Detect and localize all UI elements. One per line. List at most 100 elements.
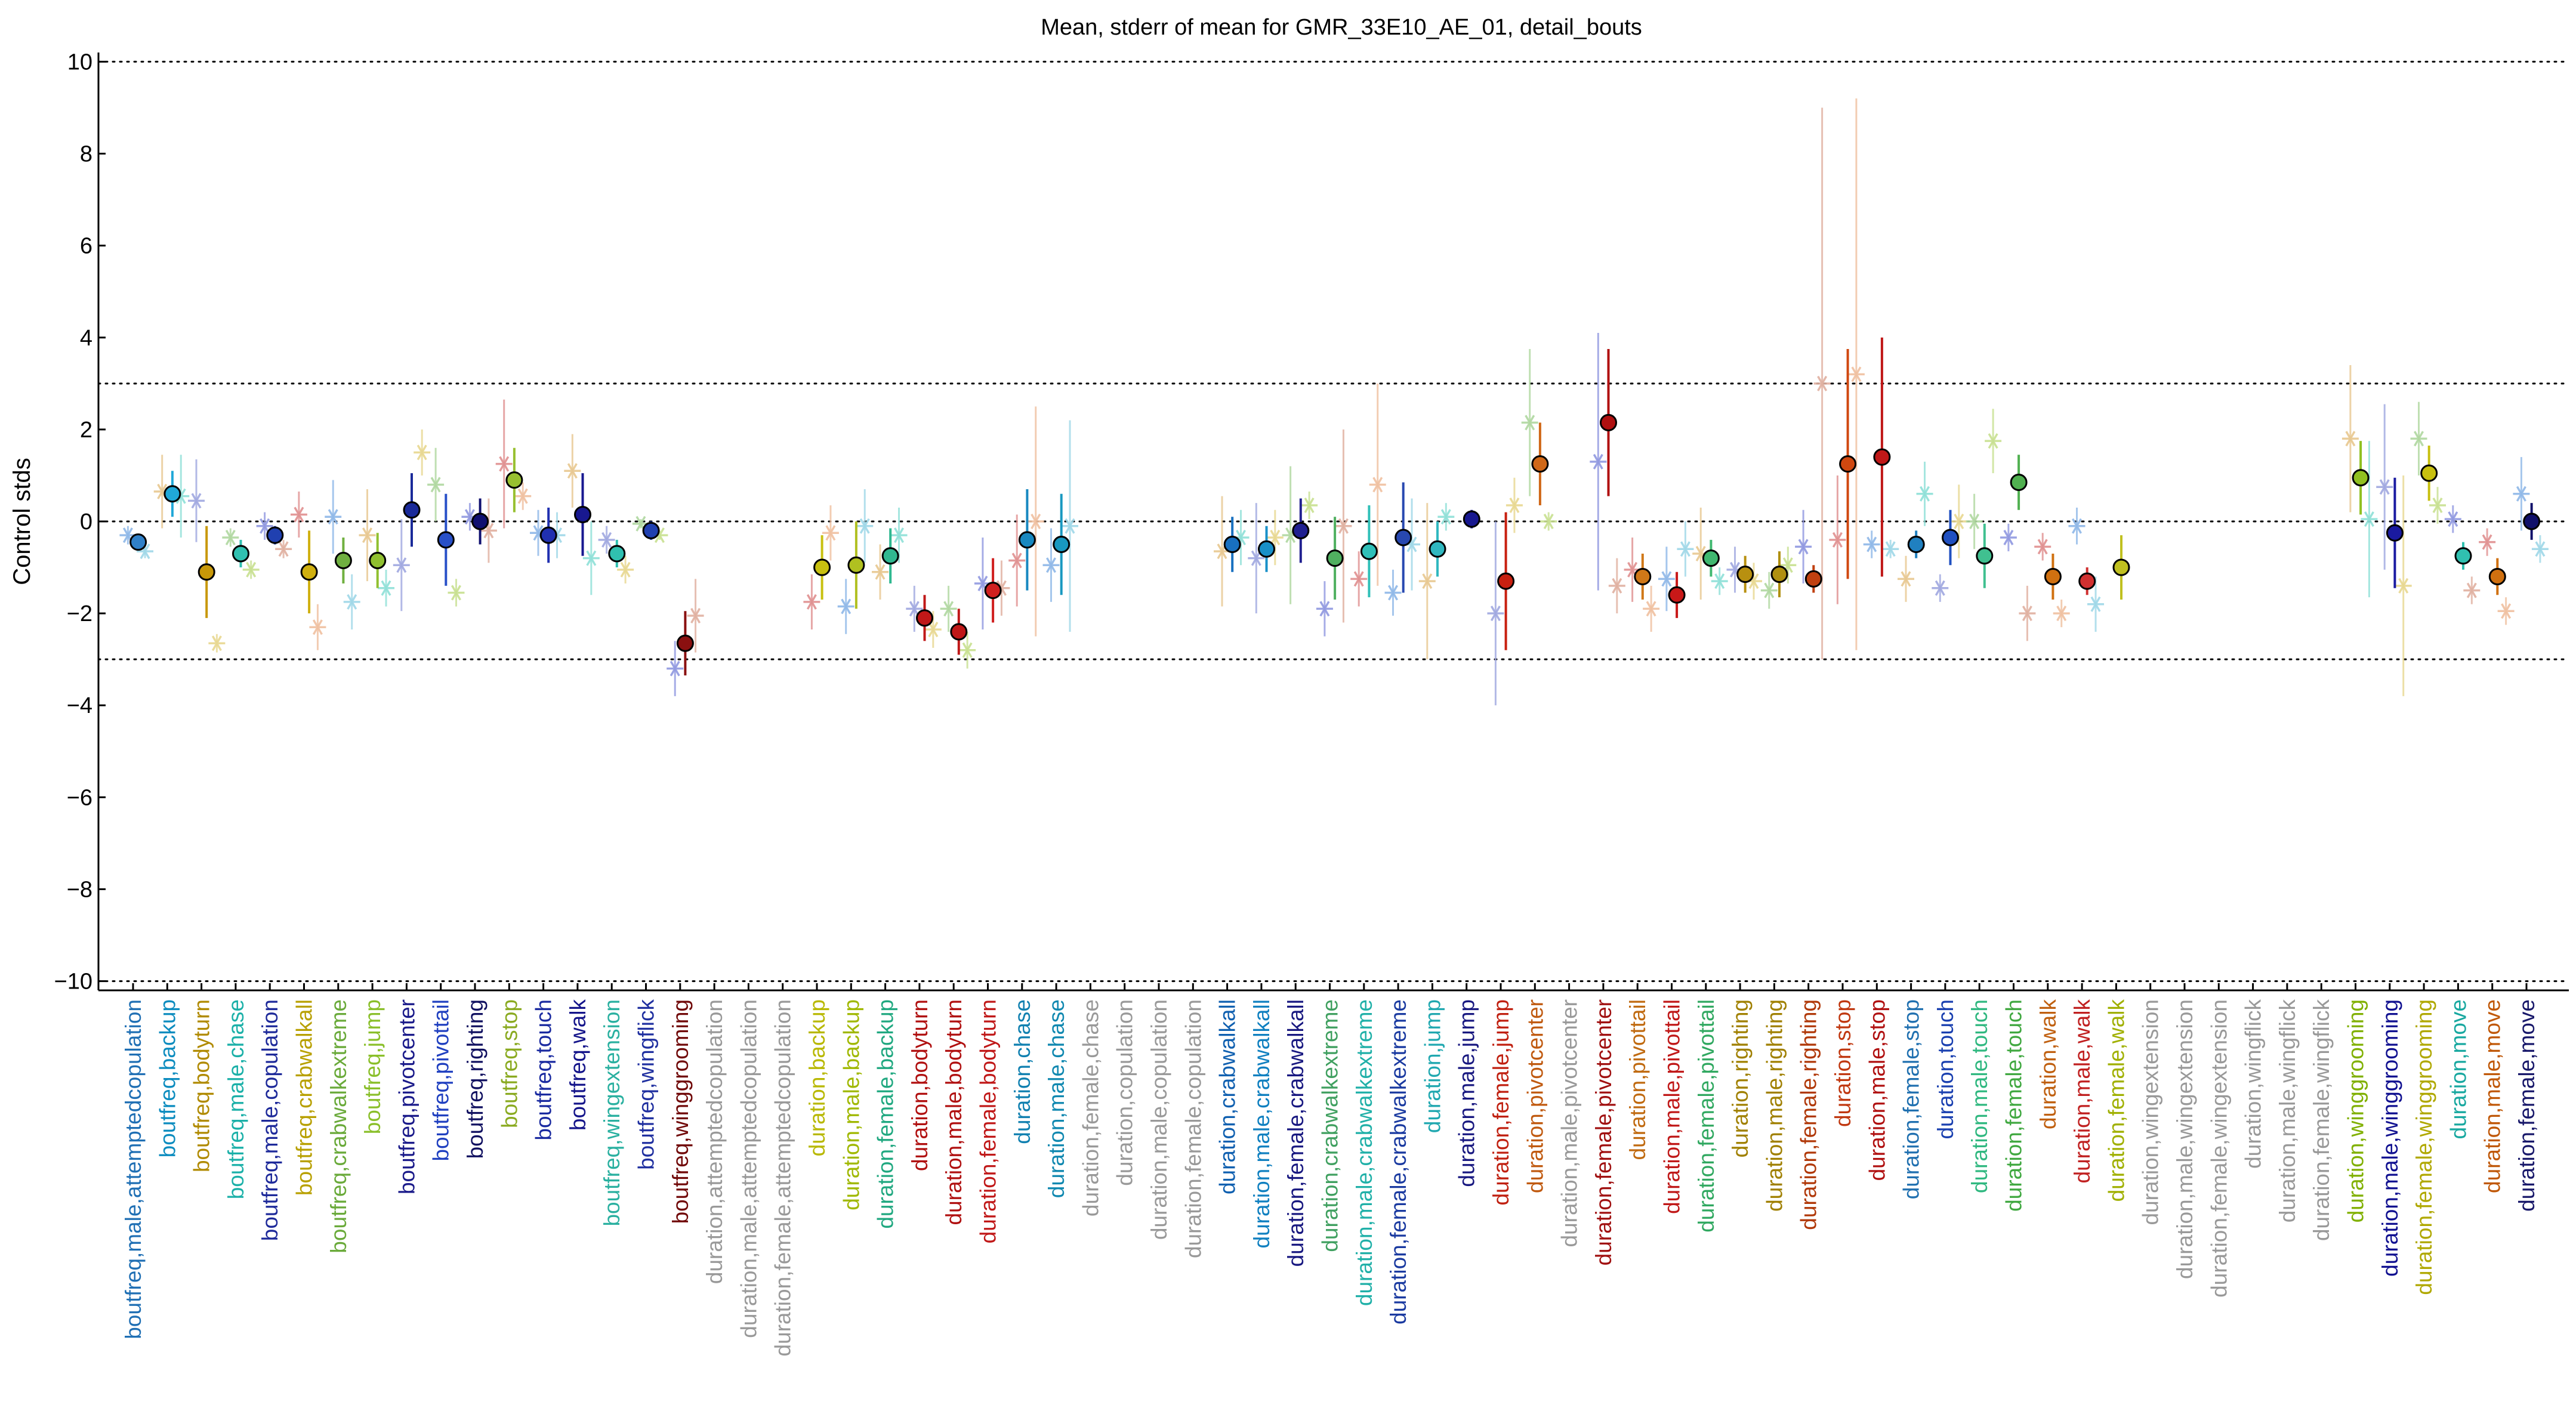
asterisk-stroke bbox=[294, 507, 304, 523]
x-tick-label: boutfreq,righting bbox=[463, 999, 488, 1159]
asterisk-marker bbox=[2068, 518, 2086, 534]
asterisk-stroke bbox=[1440, 509, 1451, 525]
asterisk-stroke bbox=[977, 576, 988, 592]
asterisk-stroke bbox=[122, 527, 133, 543]
asterisk-marker bbox=[803, 594, 820, 610]
asterisk-marker bbox=[564, 463, 581, 479]
x-tick-label: duration,bodyturn bbox=[908, 999, 932, 1171]
x-tick-label: boutfreq,male,chase bbox=[224, 999, 248, 1199]
asterisk-marker bbox=[1966, 514, 1983, 529]
asterisk-marker bbox=[1608, 578, 1625, 594]
asterisk-marker bbox=[222, 529, 239, 545]
asterisk-stroke bbox=[894, 527, 905, 543]
asterisk-stroke bbox=[654, 527, 665, 543]
mean-marker bbox=[1360, 542, 1378, 560]
asterisk-stroke bbox=[1031, 514, 1041, 529]
asterisk-stroke bbox=[347, 594, 357, 610]
asterisk-stroke bbox=[690, 607, 701, 623]
x-tick-label: duration,male,pivotcenter bbox=[1557, 999, 1582, 1247]
x-tick-label: duration,crabwalkall bbox=[1215, 999, 1240, 1194]
asterisk-marker bbox=[1521, 415, 1538, 431]
mean-marker bbox=[1531, 455, 1549, 473]
asterisk-marker bbox=[188, 493, 205, 509]
asterisk-stroke bbox=[1901, 571, 1911, 587]
y-tick-label: 10 bbox=[67, 50, 92, 75]
mean-marker bbox=[573, 505, 591, 523]
asterisk-stroke bbox=[1338, 518, 1349, 534]
x-tick-label: duration,stop bbox=[1831, 999, 1855, 1127]
mean-marker bbox=[1223, 536, 1241, 554]
asterisk-stroke bbox=[1627, 561, 1638, 578]
asterisk-stroke bbox=[1969, 514, 1980, 529]
asterisk-stroke bbox=[1988, 433, 1998, 449]
asterisk-marker bbox=[2087, 596, 2105, 612]
asterisk-marker bbox=[448, 585, 465, 601]
asterisk-marker bbox=[290, 507, 307, 523]
y-ticks: −10 −8 −6 −4 −2 0 2 4 6 8 10 bbox=[54, 50, 106, 995]
asterisk-marker bbox=[872, 564, 889, 580]
x-tick-label: duration,move bbox=[2446, 999, 2470, 1139]
asterisk-stroke bbox=[1798, 539, 1809, 555]
asterisk-stroke bbox=[1045, 557, 1057, 573]
asterisk-marker bbox=[1418, 573, 1436, 589]
x-tick-label: duration,male,bodyturn bbox=[942, 999, 966, 1225]
asterisk-stroke bbox=[567, 463, 578, 479]
asterisk-stroke bbox=[1270, 529, 1281, 545]
mean-marker bbox=[642, 521, 660, 539]
asterisk-stroke bbox=[1543, 514, 1554, 529]
asterisk-marker bbox=[940, 601, 957, 617]
x-tick-label: duration,pivottail bbox=[1625, 999, 1650, 1160]
asterisk-stroke bbox=[2413, 431, 2424, 447]
asterisk-stroke bbox=[2379, 479, 2390, 495]
x-tick-label: boutfreq,walk bbox=[566, 999, 590, 1131]
asterisk-marker bbox=[687, 607, 704, 623]
asterisk-stroke bbox=[2345, 431, 2356, 447]
asterisk-marker bbox=[309, 619, 326, 635]
asterisk-marker bbox=[1898, 571, 1915, 587]
x-tick-label: boutfreq,bodyturn bbox=[190, 999, 214, 1172]
asterisk-stroke bbox=[1372, 477, 1383, 493]
asterisk-stroke bbox=[225, 529, 236, 545]
x-tick-label: duration,male,move bbox=[2481, 999, 2505, 1193]
mean-marker bbox=[1839, 455, 1857, 473]
asterisk-marker bbox=[2531, 541, 2549, 557]
asterisk-stroke bbox=[620, 561, 631, 578]
mean-marker bbox=[2454, 547, 2472, 565]
mean-marker bbox=[266, 526, 284, 544]
asterisk-stroke bbox=[909, 601, 920, 617]
asterisk-stroke bbox=[246, 561, 257, 578]
mean-marker bbox=[505, 471, 523, 489]
x-tick-label: duration,female,move bbox=[2515, 999, 2539, 1212]
mean-marker bbox=[1395, 529, 1412, 546]
mean-marker bbox=[608, 545, 626, 563]
asterisk-marker bbox=[1316, 601, 1333, 617]
mean-marker bbox=[1702, 549, 1720, 567]
asterisk-stroke bbox=[533, 525, 544, 541]
asterisk-stroke bbox=[670, 660, 680, 677]
asterisk-marker bbox=[1487, 606, 1504, 622]
mean-marker bbox=[1873, 448, 1891, 466]
x-tick-label: duration,female,stop bbox=[1899, 999, 1924, 1199]
asterisk-stroke bbox=[211, 635, 222, 651]
asterisk-stroke bbox=[962, 642, 973, 658]
asterisk-marker bbox=[1847, 366, 1865, 382]
mean-marker bbox=[2523, 512, 2541, 530]
x-tick-label: duration,female,wingextension bbox=[2207, 999, 2231, 1298]
asterisk-stroke bbox=[1695, 545, 1706, 561]
asterisk-stroke bbox=[586, 550, 597, 566]
mean-marker bbox=[1599, 413, 1617, 431]
asterisk-marker bbox=[1042, 557, 1060, 573]
asterisk-marker bbox=[822, 525, 839, 541]
y-tick-label: −4 bbox=[67, 693, 92, 718]
individual-points bbox=[119, 98, 2549, 706]
x-tick-label: duration,female,touch bbox=[2002, 999, 2026, 1212]
asterisk-stroke bbox=[2516, 486, 2526, 502]
asterisk-marker bbox=[1437, 509, 1455, 525]
x-tick-label: duration,male,winggrooming bbox=[2378, 999, 2402, 1277]
mean-marker bbox=[2352, 469, 2370, 487]
mean-marker bbox=[881, 547, 899, 565]
asterisk-marker bbox=[343, 594, 360, 610]
mean-marker bbox=[847, 556, 865, 574]
asterisk-marker bbox=[2000, 529, 2017, 545]
x-tick-label: duration,female,winggrooming bbox=[2412, 999, 2436, 1295]
